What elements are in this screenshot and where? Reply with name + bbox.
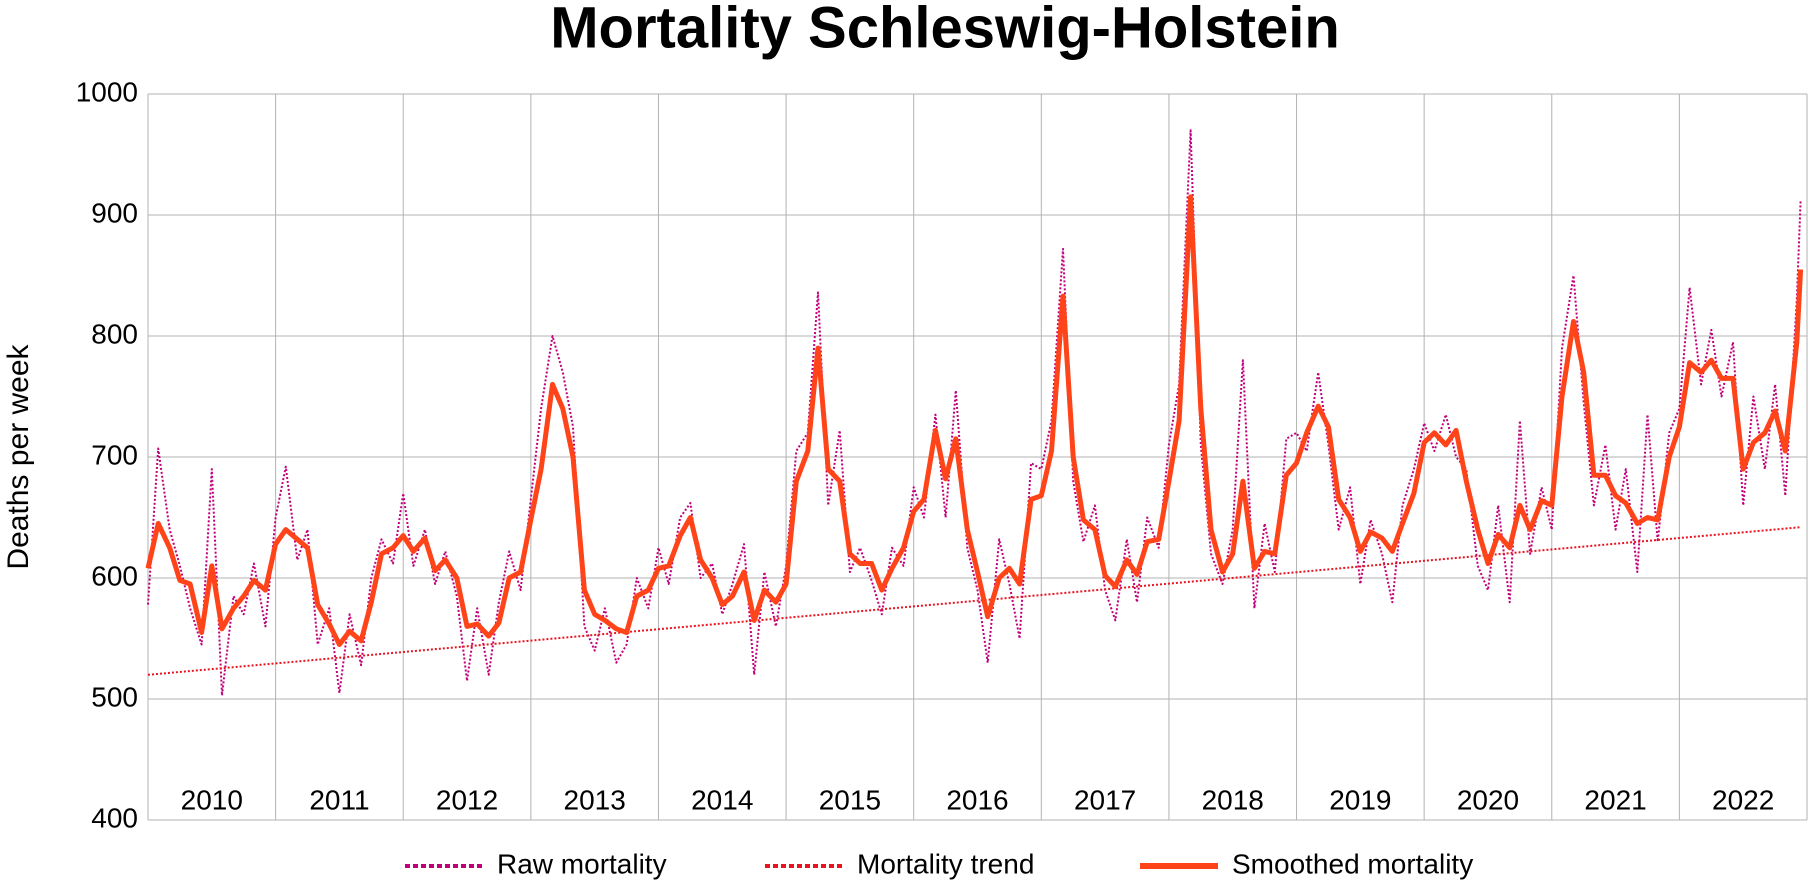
- x-tick-label: 2012: [436, 784, 498, 815]
- series-line: [147, 526, 1801, 676]
- x-tick-label: 2020: [1457, 784, 1519, 815]
- legend-label: Raw mortality: [497, 848, 667, 879]
- x-tick-label: 2016: [946, 784, 1008, 815]
- x-tick-label: 2019: [1329, 784, 1391, 815]
- x-tick-label: 2015: [819, 784, 881, 815]
- chart-title: Mortality Schleswig-Holstein: [550, 0, 1340, 60]
- series-line: [145, 194, 1804, 647]
- y-tick-label: 900: [91, 197, 138, 228]
- legend-label: Smoothed mortality: [1232, 848, 1473, 879]
- x-tick-label: 2010: [181, 784, 243, 815]
- x-tick-label: 2021: [1584, 784, 1646, 815]
- x-tick-label: 2014: [691, 784, 753, 815]
- y-axis-label: Deaths per week: [2, 343, 35, 569]
- x-tick-label: 2011: [309, 784, 369, 815]
- x-tick-label: 2013: [564, 784, 626, 815]
- x-tick-label: 2018: [1202, 784, 1264, 815]
- legend-label: Mortality trend: [857, 848, 1034, 879]
- x-tick-label: 2022: [1712, 784, 1774, 815]
- y-tick-label: 500: [91, 681, 138, 712]
- y-tick-label: 600: [91, 560, 138, 591]
- y-tick-label: 400: [91, 802, 138, 833]
- y-tick-label: 700: [91, 439, 138, 470]
- series-line: [147, 129, 1802, 697]
- y-tick-label: 1000: [76, 76, 138, 107]
- x-tick-label: 2017: [1074, 784, 1136, 815]
- y-tick-label: 800: [91, 318, 138, 349]
